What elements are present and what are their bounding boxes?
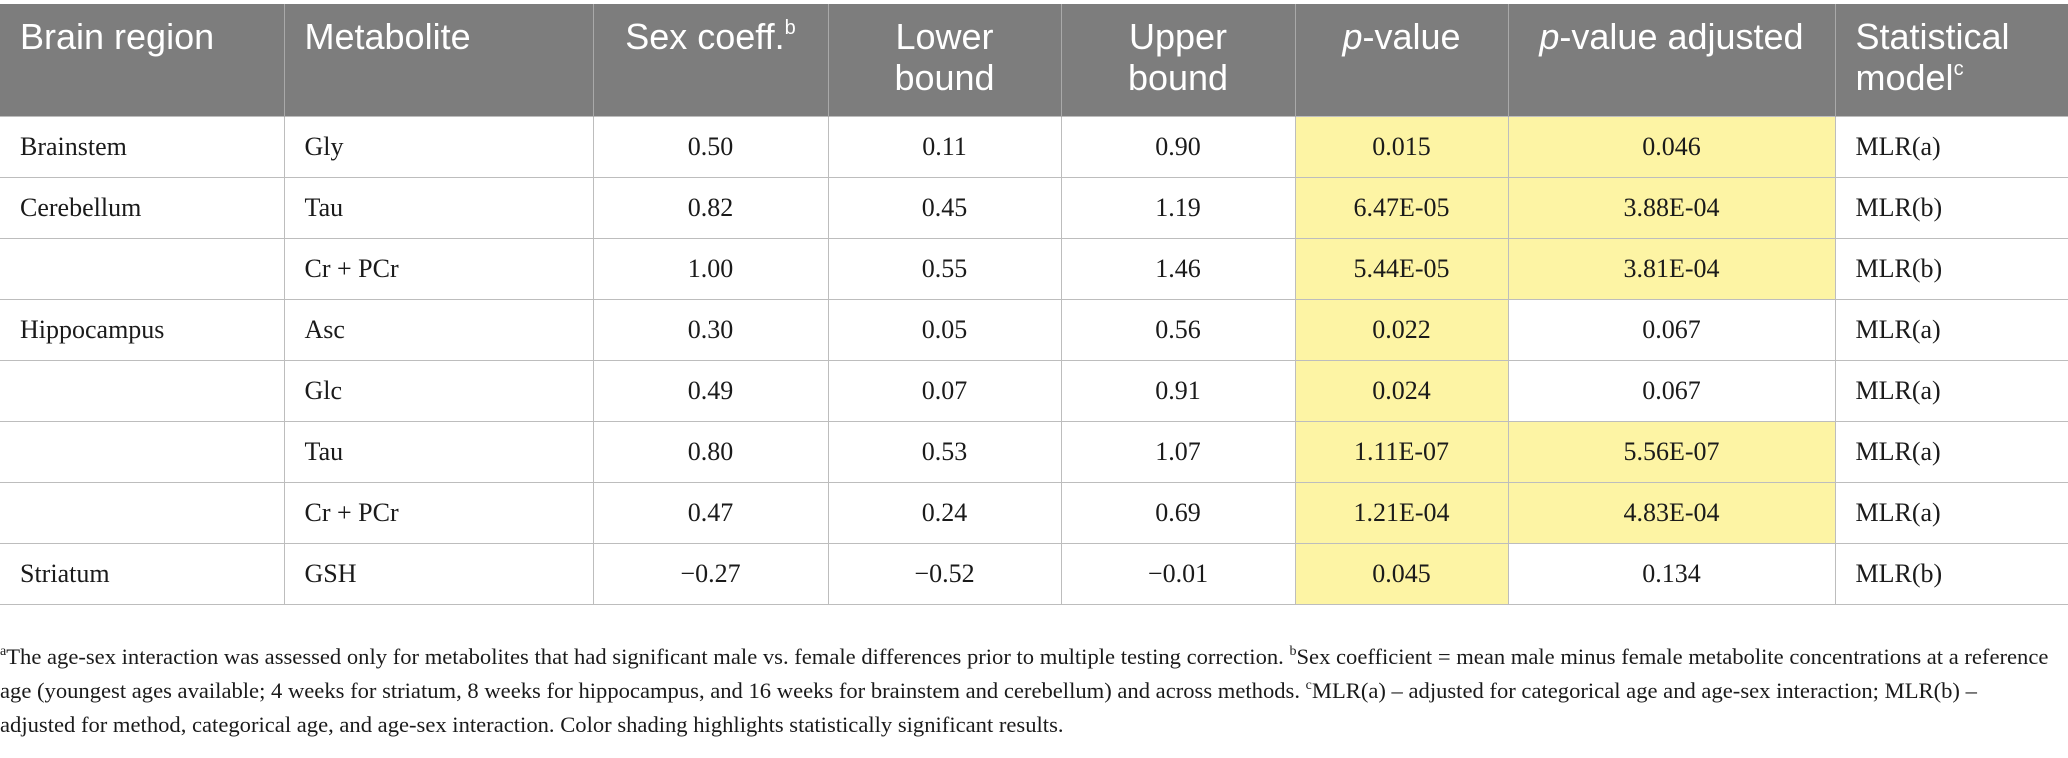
cell-upper-bound: 0.91 (1061, 360, 1296, 422)
cell-lower-bound: 0.07 (828, 360, 1062, 422)
cell-lower-bound: 0.11 (828, 115, 1062, 178)
cell-upper-bound: 1.19 (1061, 177, 1296, 239)
header-row: Brain region Metabolite Sex coeff.b Lowe… (0, 4, 2068, 116)
cell-sex-coeff: 0.30 (593, 299, 829, 361)
header-p-value-adjusted: p-value adjusted (1508, 4, 1836, 116)
cell-p-value-adjusted: 4.83E-04 (1508, 482, 1836, 544)
cell-p-value: 0.045 (1295, 543, 1509, 605)
table-row: Hippocampus Asc 0.30 0.05 0.56 0.022 0.067 MLR(… (0, 299, 2068, 361)
header-metabolite: Metabolite (284, 4, 594, 116)
cell-brain-region (0, 482, 285, 544)
cell-p-value: 1.11E-07 (1295, 421, 1509, 483)
cell-statistical-model: MLR(b) (1835, 543, 2068, 605)
cell-brain-region: Cerebellum (0, 177, 285, 239)
footnote-a-mark: a (0, 644, 7, 659)
results-table: Brain region Metabolite Sex coeff.b Lowe… (0, 4, 2068, 605)
cell-lower-bound: 0.45 (828, 177, 1062, 239)
cell-brain-region (0, 421, 285, 483)
cell-upper-bound: −0.01 (1061, 543, 1296, 605)
cell-statistical-model: MLR(a) (1835, 421, 2068, 483)
cell-statistical-model: MLR(a) (1835, 115, 2068, 178)
cell-p-value: 6.47E-05 (1295, 177, 1509, 239)
cell-p-value-adjusted: 3.88E-04 (1508, 177, 1836, 239)
footnote-b-mark: b (1289, 644, 1297, 659)
cell-metabolite: Cr + PCr (284, 482, 594, 544)
table-footnote: aThe age-sex interaction was assessed on… (0, 640, 2050, 742)
footnote-b-text: Sex coefficient = mean male minus female… (0, 644, 2049, 703)
cell-lower-bound: 0.05 (828, 299, 1062, 361)
cell-sex-coeff: 0.47 (593, 482, 829, 544)
footnote-c-text: MLR(a) – adjusted for categorical age an… (0, 678, 1977, 737)
cell-p-value-adjusted: 0.046 (1508, 115, 1836, 178)
cell-sex-coeff: 0.82 (593, 177, 829, 239)
table-row: Cr + PCr 0.47 0.24 0.69 1.21E-04 4.83E-04 MLR(… (0, 482, 2068, 544)
cell-p-value-adjusted: 3.81E-04 (1508, 238, 1836, 300)
footnote-a-text: The age-sex interaction was assessed onl… (6, 644, 1290, 669)
cell-statistical-model: MLR(b) (1835, 177, 2068, 239)
cell-metabolite: Cr + PCr (284, 238, 594, 300)
cell-metabolite: Asc (284, 299, 594, 361)
cell-p-value-adjusted: 0.067 (1508, 299, 1836, 361)
cell-sex-coeff: 0.80 (593, 421, 829, 483)
header-upper-bound: Upper bound (1061, 4, 1296, 116)
cell-p-value: 0.015 (1295, 115, 1509, 178)
header-brain-region: Brain region (0, 4, 285, 116)
cell-brain-region: Hippocampus (0, 299, 285, 361)
table-header: Brain region Metabolite Sex coeff.b Lowe… (0, 4, 2068, 116)
cell-statistical-model: MLR(b) (1835, 238, 2068, 300)
cell-brain-region: Brainstem (0, 115, 285, 178)
cell-metabolite: Tau (284, 421, 594, 483)
header-p-value: p-value (1295, 4, 1509, 116)
cell-lower-bound: 0.53 (828, 421, 1062, 483)
cell-metabolite: GSH (284, 543, 594, 605)
table-row: Tau 0.80 0.53 1.07 1.11E-07 5.56E-07 MLR(a) (0, 421, 2068, 483)
header-lower-bound: Lower bound (828, 4, 1062, 116)
table-row: Glc 0.49 0.07 0.91 0.024 0.067 MLR(a) (0, 360, 2068, 422)
cell-metabolite: Tau (284, 177, 594, 239)
footnote-c-mark: c (1305, 678, 1312, 693)
table-body: Brainstem Gly 0.50 0.11 0.90 0.015 0.046 MLR(a)… (0, 115, 2068, 605)
cell-metabolite: Gly (284, 115, 594, 178)
cell-lower-bound: 0.55 (828, 238, 1062, 300)
table-row: Cr + PCr 1.00 0.55 1.46 5.44E-05 3.81E-04 MLR(… (0, 238, 2068, 300)
cell-sex-coeff: 0.49 (593, 360, 829, 422)
cell-sex-coeff: −0.27 (593, 543, 829, 605)
cell-p-value-adjusted: 0.067 (1508, 360, 1836, 422)
cell-p-value: 5.44E-05 (1295, 238, 1509, 300)
cell-p-value-adjusted: 5.56E-07 (1508, 421, 1836, 483)
header-sex-coeff: Sex coeff.b (593, 4, 829, 116)
cell-statistical-model: MLR(a) (1835, 360, 2068, 422)
cell-sex-coeff: 0.50 (593, 115, 829, 178)
cell-lower-bound: 0.24 (828, 482, 1062, 544)
cell-statistical-model: MLR(a) (1835, 299, 2068, 361)
cell-metabolite: Glc (284, 360, 594, 422)
cell-brain-region (0, 238, 285, 300)
cell-p-value: 0.022 (1295, 299, 1509, 361)
cell-p-value-adjusted: 0.134 (1508, 543, 1836, 605)
cell-p-value: 1.21E-04 (1295, 482, 1509, 544)
cell-upper-bound: 0.69 (1061, 482, 1296, 544)
table-row: Striatum GSH −0.27 −0.52 −0.01 0.045 0.134 MLR(… (0, 543, 2068, 605)
cell-p-value: 0.024 (1295, 360, 1509, 422)
cell-upper-bound: 0.90 (1061, 115, 1296, 178)
table-row: Cerebellum Tau 0.82 0.45 1.19 6.47E-05 3.88E-0… (0, 177, 2068, 239)
cell-statistical-model: MLR(a) (1835, 482, 2068, 544)
cell-sex-coeff: 1.00 (593, 238, 829, 300)
cell-upper-bound: 1.46 (1061, 238, 1296, 300)
cell-lower-bound: −0.52 (828, 543, 1062, 605)
cell-brain-region: Striatum (0, 543, 285, 605)
results-table-container: Brain region Metabolite Sex coeff.b Lowe… (0, 4, 2068, 605)
cell-upper-bound: 1.07 (1061, 421, 1296, 483)
cell-brain-region (0, 360, 285, 422)
cell-upper-bound: 0.56 (1061, 299, 1296, 361)
table-row: Brainstem Gly 0.50 0.11 0.90 0.015 0.046 MLR(a) (0, 115, 2068, 178)
header-statistical-model: Statistical modelc (1835, 4, 2068, 116)
